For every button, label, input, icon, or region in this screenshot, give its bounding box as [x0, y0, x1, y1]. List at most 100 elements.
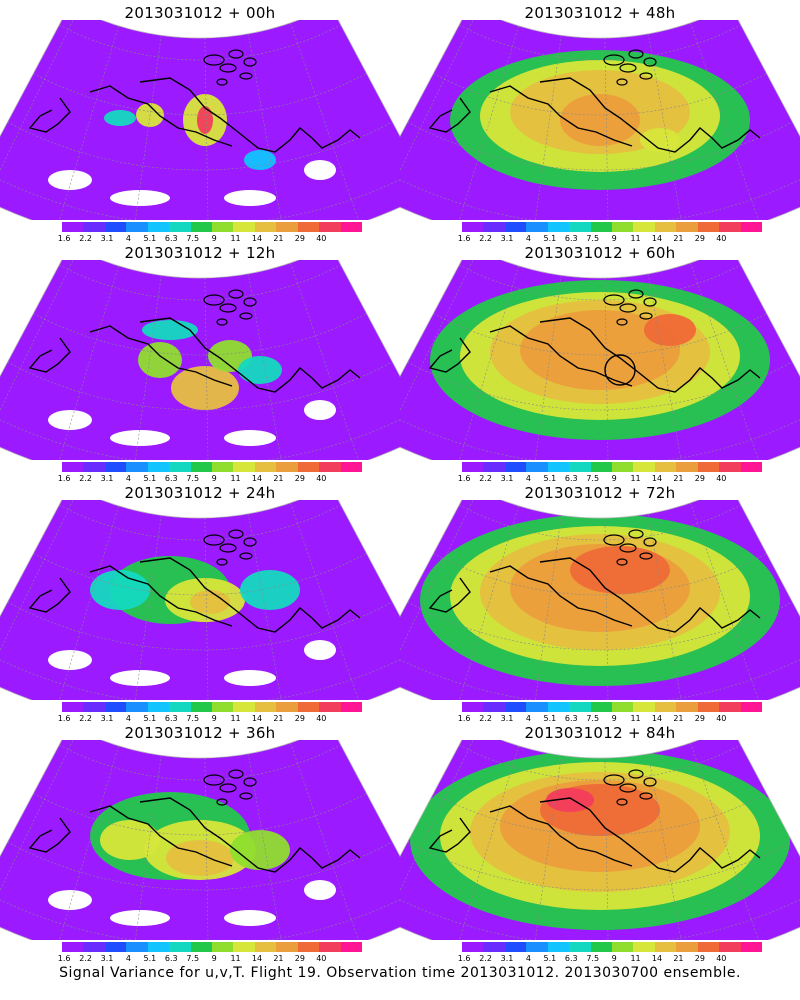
colorbar-swatch [233, 222, 256, 232]
colorbar-swatch [483, 462, 506, 472]
colorbar [462, 222, 763, 234]
colorbar-label: 21 [673, 234, 684, 243]
colorbar-label: 5.1 [543, 474, 557, 483]
colorbar-swatch [483, 942, 506, 952]
colorbar-label: 1.6 [57, 474, 71, 483]
colorbar-swatch [83, 942, 106, 952]
colorbar-label: 14 [651, 234, 663, 243]
colorbar-swatch [612, 942, 634, 952]
colorbar-label: 11 [630, 714, 641, 723]
colorbar-swatch [233, 702, 256, 712]
colorbar-label: 6.3 [564, 474, 578, 483]
colorbar-labels: 1.6 2.2 3.1 4 5.1 6.3 7.5 9 11 14 21 29 40 [458, 954, 762, 966]
colorbar-swatch [676, 942, 699, 952]
colorbar-swatch [719, 462, 742, 472]
colorbar-swatch [147, 942, 170, 952]
colorbar-labels: 1.6 2.2 3.1 4 5.1 6.3 7.5 9 11 14 21 29 40 [58, 714, 362, 726]
colorbar-swatch [147, 462, 170, 472]
colorbar-swatch [526, 222, 549, 232]
colorbar-label: 4 [525, 474, 531, 483]
colorbar-swatch [126, 462, 149, 472]
colorbar-swatch [233, 942, 256, 952]
colorbar [62, 942, 363, 954]
colorbar-swatch [276, 222, 299, 232]
colorbar-swatch [147, 222, 170, 232]
colorbar-label: 2.2 [79, 954, 92, 963]
colorbar-swatch [340, 702, 363, 712]
colorbar-swatch [526, 942, 549, 952]
colorbar-label: 2.2 [479, 474, 492, 483]
colorbar-swatch [190, 942, 213, 952]
colorbar-swatch [169, 942, 192, 952]
colorbar-label: 40 [716, 714, 727, 723]
colorbar-label: 11 [630, 474, 641, 483]
colorbar-swatch [697, 702, 720, 712]
variance-map [400, 740, 800, 940]
colorbar-swatch [740, 462, 763, 472]
panel-title: 2013031012 + 84h [524, 724, 676, 742]
colorbar-label: 7.5 [186, 714, 200, 723]
panel-title: 2013031012 + 60h [524, 244, 676, 262]
colorbar-swatch [612, 462, 634, 472]
colorbar-label: 21 [673, 954, 684, 963]
forecast-panel: 2013031012 + 24h 1.6 2.2 3.1 4 5.1 6.3 7.5 9 11 14… [0, 480, 400, 723]
colorbar-label: 29 [694, 714, 705, 723]
colorbar-label: 11 [230, 474, 241, 483]
colorbar-label: 14 [651, 474, 663, 483]
colorbar-swatch [190, 462, 213, 472]
variance-map [400, 20, 800, 220]
colorbar-swatch [147, 702, 170, 712]
colorbar-label: 9 [611, 474, 617, 483]
colorbar-swatch [654, 942, 677, 952]
colorbar-swatch [697, 462, 720, 472]
variance-map [0, 500, 400, 700]
colorbar-swatch [254, 462, 277, 472]
colorbar-label: 6.3 [164, 954, 178, 963]
colorbar-swatch [654, 462, 677, 472]
colorbar-swatch [254, 702, 277, 712]
colorbar-swatch [276, 462, 299, 472]
colorbar-label: 1.6 [57, 714, 71, 723]
colorbar-label: 6.3 [164, 474, 178, 483]
forecast-panel: 2013031012 + 00h 1.6 2.2 3.1 4 5.1 6.3 7.5 9 11 14… [0, 0, 400, 243]
colorbar-swatch [569, 222, 592, 232]
colorbar-label: 29 [694, 474, 705, 483]
colorbar-labels: 1.6 2.2 3.1 4 5.1 6.3 7.5 9 11 14 21 29 40 [458, 474, 762, 486]
colorbar-label: 1.6 [457, 954, 471, 963]
colorbar-label: 2.2 [79, 234, 92, 243]
colorbar-label: 11 [230, 714, 241, 723]
colorbar-swatch [212, 702, 234, 712]
colorbar-swatch [462, 462, 484, 472]
colorbar-label: 7.5 [186, 234, 200, 243]
colorbar-swatch [212, 462, 234, 472]
colorbar-swatch [612, 702, 634, 712]
colorbar-label: 29 [294, 474, 305, 483]
colorbar-label: 40 [716, 954, 727, 963]
colorbar-swatch [83, 222, 106, 232]
colorbar-label: 9 [211, 954, 217, 963]
colorbar-swatch [233, 462, 256, 472]
colorbar-swatch [483, 702, 506, 712]
colorbar-label: 2.2 [479, 714, 492, 723]
colorbar-label: 9 [211, 474, 217, 483]
colorbar-swatch [340, 462, 363, 472]
figure-caption: Signal Variance for u,v,T. Flight 19. Ob… [59, 965, 741, 981]
colorbar-swatch [169, 222, 192, 232]
colorbar-label: 3.1 [100, 714, 114, 723]
colorbar-label: 14 [651, 714, 663, 723]
colorbar-swatch [62, 942, 84, 952]
colorbar-label: 6.3 [164, 714, 178, 723]
colorbar-label: 3.1 [100, 474, 114, 483]
colorbar-label: 6.3 [564, 954, 578, 963]
colorbar-swatch [104, 702, 127, 712]
colorbar-swatch [740, 942, 763, 952]
colorbar-label: 29 [294, 714, 305, 723]
colorbar-label: 1.6 [457, 234, 471, 243]
colorbar-label: 4 [125, 954, 131, 963]
colorbar-swatch [254, 942, 277, 952]
colorbar-label: 21 [673, 714, 684, 723]
colorbar-swatch [676, 702, 699, 712]
colorbar-swatch [697, 222, 720, 232]
colorbar-swatch [633, 942, 656, 952]
variance-field [0, 260, 400, 460]
